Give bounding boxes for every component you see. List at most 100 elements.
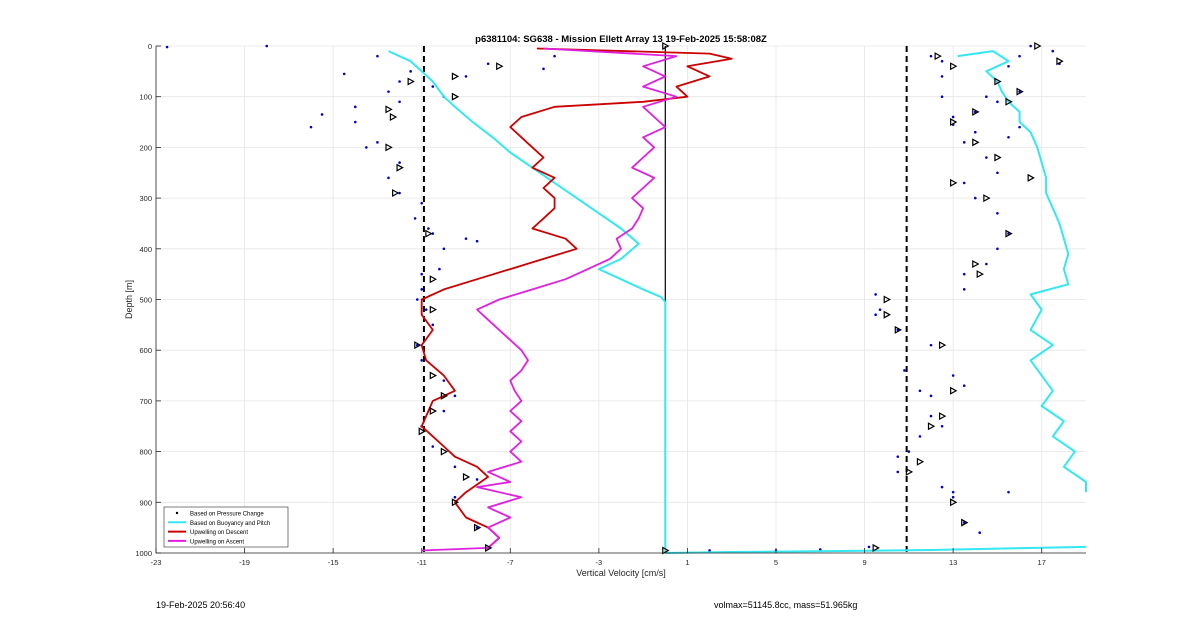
y-tick-label: 800	[139, 448, 152, 457]
pressure-change-point	[973, 196, 977, 200]
triangle-marker	[1027, 173, 1035, 182]
pressure-change-point	[867, 545, 871, 549]
chart-series	[165, 41, 1087, 555]
pressure-change-point	[427, 227, 430, 230]
pressure-change-point	[951, 490, 955, 494]
pressure-change-point	[1051, 49, 1055, 53]
x-tick-label: -15	[328, 558, 339, 567]
pressure-change-point	[398, 161, 401, 164]
pressure-change-point	[442, 379, 446, 382]
triangle-marker	[429, 275, 438, 284]
triangle-marker	[905, 467, 914, 476]
grid-lines	[155, 45, 1086, 554]
pressure-change-point	[896, 470, 900, 474]
y-tick-label: 600	[139, 346, 152, 355]
pressure-change-point	[929, 54, 933, 58]
pressure-change-point	[962, 141, 966, 144]
x-tick-label: 9	[862, 558, 866, 567]
pressure-change-point	[424, 308, 428, 311]
pressure-change-point	[818, 548, 822, 551]
pressure-change-point	[962, 272, 966, 276]
pressure-change-point	[985, 95, 988, 98]
pressure-change-point	[464, 237, 468, 240]
pressure-change-point	[940, 95, 944, 98]
triangle-marker	[1034, 41, 1042, 51]
triangle-marker	[496, 62, 504, 71]
triangle-marker	[440, 447, 449, 456]
pressure-change-point	[542, 67, 545, 71]
pressure-change-point	[962, 384, 966, 387]
triangle-marker	[976, 270, 984, 279]
y-tick-label: 300	[139, 194, 152, 203]
timestamp-footer: 19-Feb-2025 20:56:40	[156, 600, 246, 610]
pressure-change-point	[929, 394, 933, 398]
pressure-change-point	[874, 313, 877, 317]
pressure-change-point	[265, 44, 269, 48]
triangle-marker	[994, 153, 1002, 162]
triangle-marker	[425, 229, 433, 238]
triangle-marker	[429, 371, 438, 380]
buoyancy-pitch-line	[665, 545, 1087, 554]
upwelling-on-descentline	[420, 47, 733, 549]
x-tick-label: 17	[1038, 558, 1046, 567]
pressure-change-point	[918, 389, 922, 393]
pressure-change-point	[353, 105, 357, 109]
pressure-change-point	[415, 298, 419, 301]
triangle-marker	[1005, 97, 1013, 106]
pressure-change-point	[398, 80, 401, 83]
triangle-marker	[440, 391, 449, 400]
pressure-change-point	[907, 450, 911, 453]
triangle-marker	[451, 92, 460, 101]
pressure-change-point	[929, 343, 933, 347]
legend-label: Upwelling on Ascent	[190, 539, 244, 545]
x-tick-label: -19	[239, 558, 250, 567]
pressure-change-point	[387, 90, 390, 93]
pressure-change-point	[918, 435, 922, 438]
pressure-change-point	[951, 374, 955, 377]
pressure-change-point	[409, 70, 412, 73]
pressure-change-point	[475, 478, 479, 481]
pressure-change-point	[475, 239, 479, 243]
pressure-change-point	[376, 141, 379, 144]
y-tick-label: 0	[148, 42, 152, 51]
pressure-change-point	[985, 262, 988, 266]
pressure-change-point	[878, 308, 882, 311]
triangle-marker	[392, 189, 400, 198]
buoyancy-pitch-line	[388, 50, 667, 553]
triangle-marker	[414, 341, 422, 350]
pressure-change-point	[431, 232, 435, 235]
triangle-marker	[396, 163, 404, 172]
pressure-change-point	[973, 130, 977, 134]
pressure-change-point	[951, 115, 955, 119]
triangle-marker	[950, 386, 958, 395]
pressure-change-point	[978, 531, 982, 535]
legend-symbol-pressure	[175, 511, 179, 515]
triangle-marker	[429, 305, 438, 314]
pressure-change-point	[365, 146, 368, 149]
pressure-change-point	[996, 100, 999, 104]
triangle-marker	[934, 52, 942, 61]
pressure-change-point	[486, 62, 490, 66]
legend-label: Upwelling on Descent	[190, 530, 248, 536]
triangle-marker	[972, 107, 980, 116]
triangle-marker	[451, 498, 460, 507]
pressure-change-point	[453, 495, 457, 499]
volmax-mass-footer: volmax=51145.8cc, mass=51.965kg	[714, 600, 858, 610]
upwelling-on-ascentline	[421, 47, 678, 552]
pressure-change-point	[903, 369, 906, 372]
triangle-marker	[883, 295, 891, 304]
x-tick-label: 13	[949, 558, 957, 567]
triangle-marker	[950, 62, 958, 71]
x-axis-label: Vertical Velocity [cm/s]	[576, 568, 666, 578]
pressure-change-point	[996, 247, 999, 251]
triangle-marker	[994, 77, 1002, 86]
pressure-change-point	[376, 54, 379, 58]
triangle-marker	[385, 105, 393, 114]
x-tick-label: 1	[685, 558, 689, 567]
pressure-change-point	[320, 113, 324, 116]
pressure-change-point	[996, 171, 999, 175]
x-tick-label: -7	[507, 558, 514, 567]
pressure-change-point	[438, 267, 441, 271]
triangle-marker	[916, 457, 925, 466]
